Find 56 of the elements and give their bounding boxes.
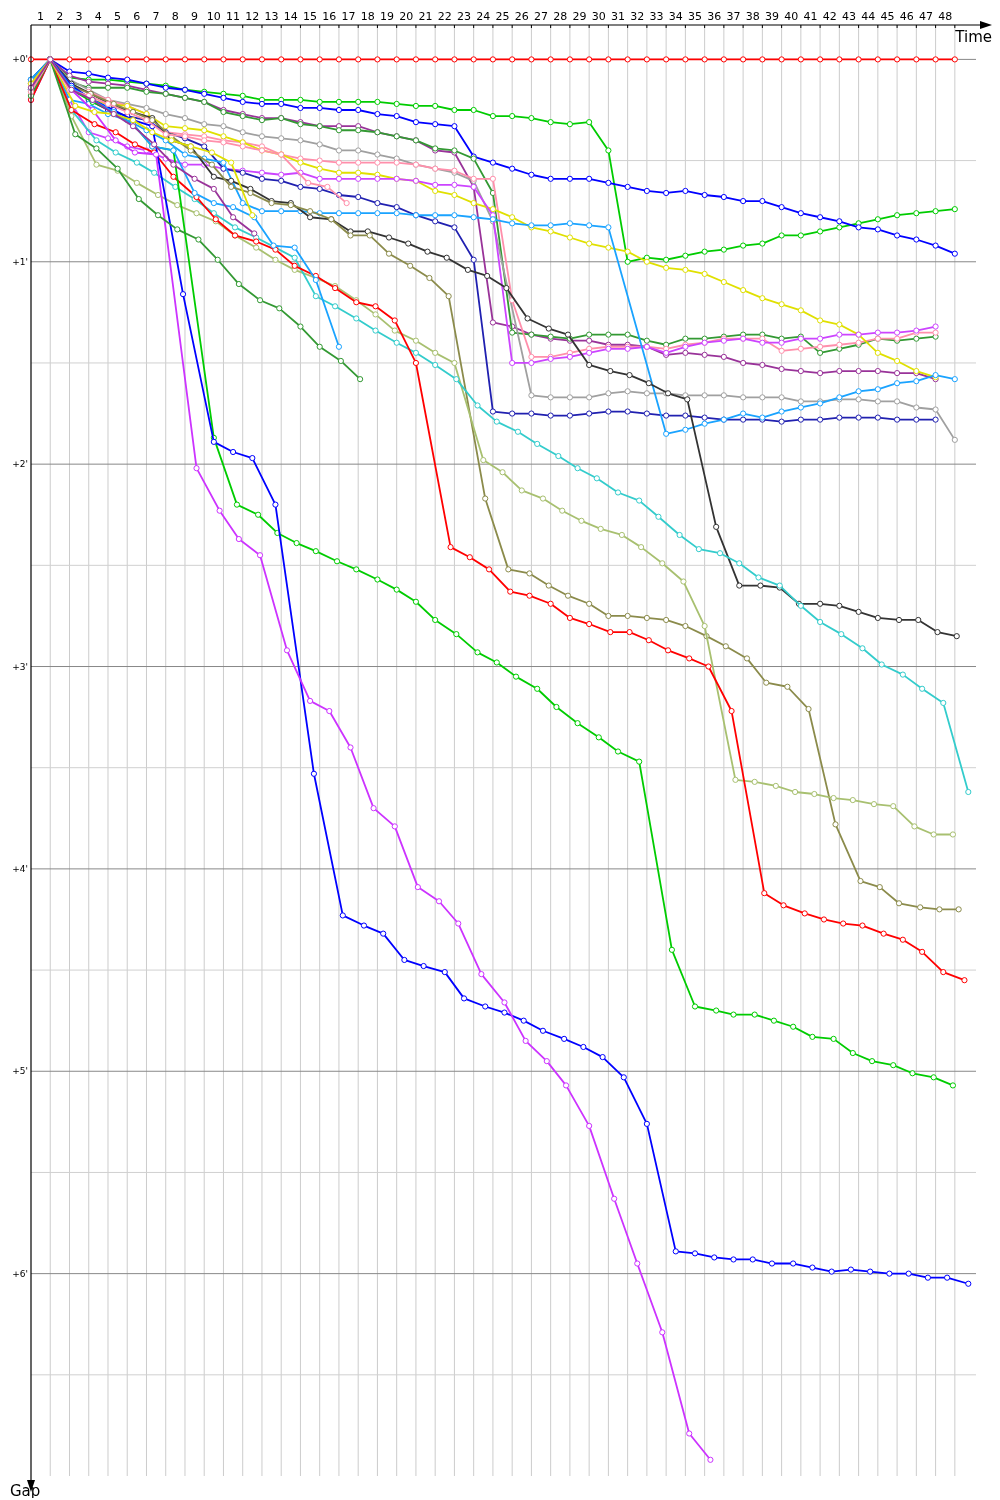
y-tick-label: +5': [12, 1066, 28, 1077]
x-tick-label: 3: [75, 10, 83, 23]
x-tick-label: 14: [283, 10, 298, 23]
x-tick-label: 1: [37, 10, 45, 23]
x-tick-label: 45: [880, 10, 895, 23]
x-tick-label: 23: [457, 10, 472, 23]
x-tick-label: 7: [152, 10, 160, 23]
x-tick-label: 6: [133, 10, 141, 23]
x-tick-label: 48: [938, 10, 953, 23]
y-tick-label: +2': [12, 459, 28, 470]
x-tick-label: 10: [206, 10, 221, 23]
x-tick-label: 19: [380, 10, 395, 23]
x-tick-label: 2: [56, 10, 64, 23]
x-tick-label: 39: [764, 10, 779, 23]
x-tick-label: 30: [591, 10, 606, 23]
x-tick-label: 31: [611, 10, 626, 23]
x-tick-label: 22: [437, 10, 452, 23]
x-tick-label: 36: [707, 10, 722, 23]
y-tick-label: +4': [12, 863, 28, 874]
x-tick-label: 34: [668, 10, 683, 23]
x-tick-label: 29: [572, 10, 587, 23]
x-tick-label: 18: [360, 10, 375, 23]
x-tick-label: 17: [341, 10, 356, 23]
x-axis-title: Time: [954, 28, 992, 46]
x-tick-label: 42: [822, 10, 837, 23]
x-tick-label: 20: [399, 10, 414, 23]
x-tick-label: 8: [171, 10, 179, 23]
y-tick-label: +6': [12, 1268, 28, 1279]
x-tick-label: 11: [226, 10, 241, 23]
x-tick-label: 21: [418, 10, 433, 23]
x-tick-label: 37: [726, 10, 741, 23]
x-tick-label: 35: [688, 10, 702, 23]
x-tick-label: 40: [784, 10, 799, 23]
y-tick-label: +1': [12, 256, 28, 267]
x-tick-label: 15: [303, 10, 318, 23]
x-tick-label: 33: [649, 10, 664, 23]
y-tick-label: +3': [12, 661, 28, 672]
x-tick-label: 26: [514, 10, 529, 23]
x-tick-label: 43: [841, 10, 856, 23]
x-tick-label: 46: [899, 10, 914, 23]
x-tick-label: 44: [861, 10, 876, 23]
x-tick-label: 9: [191, 10, 199, 23]
x-tick-label: 24: [476, 10, 491, 23]
x-tick-label: 47: [918, 10, 933, 23]
x-tick-label: 5: [114, 10, 122, 23]
x-tick-label: 16: [322, 10, 337, 23]
y-tick-label: +0': [12, 54, 28, 65]
x-tick-label: 25: [495, 10, 510, 23]
x-tick-label: 38: [745, 10, 760, 23]
x-tick-label: 41: [803, 10, 818, 23]
x-tick-label: 32: [630, 10, 645, 23]
x-tick-label: 12: [245, 10, 260, 23]
x-tick-label: 4: [94, 10, 102, 23]
x-tick-label: 27: [534, 10, 549, 23]
x-tick-label: 13: [264, 10, 279, 23]
x-tick-label: 28: [553, 10, 568, 23]
